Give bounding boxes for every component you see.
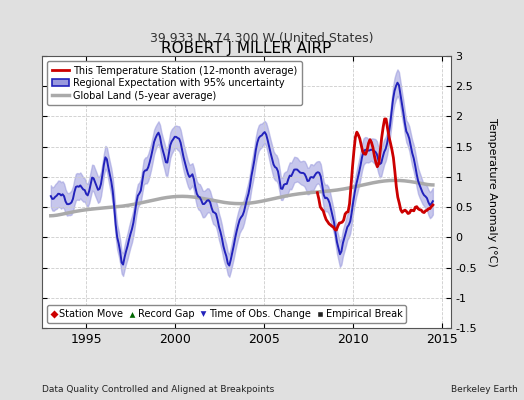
Title: ROBERT J MILLER AIRP: ROBERT J MILLER AIRP bbox=[161, 41, 332, 56]
Text: Data Quality Controlled and Aligned at Breakpoints: Data Quality Controlled and Aligned at B… bbox=[42, 385, 274, 394]
Y-axis label: Temperature Anomaly (°C): Temperature Anomaly (°C) bbox=[487, 118, 497, 266]
Text: 39.933 N, 74.300 W (United States): 39.933 N, 74.300 W (United States) bbox=[150, 32, 374, 45]
Text: Berkeley Earth: Berkeley Earth bbox=[451, 385, 517, 394]
Legend: Station Move, Record Gap, Time of Obs. Change, Empirical Break: Station Move, Record Gap, Time of Obs. C… bbox=[47, 305, 406, 323]
